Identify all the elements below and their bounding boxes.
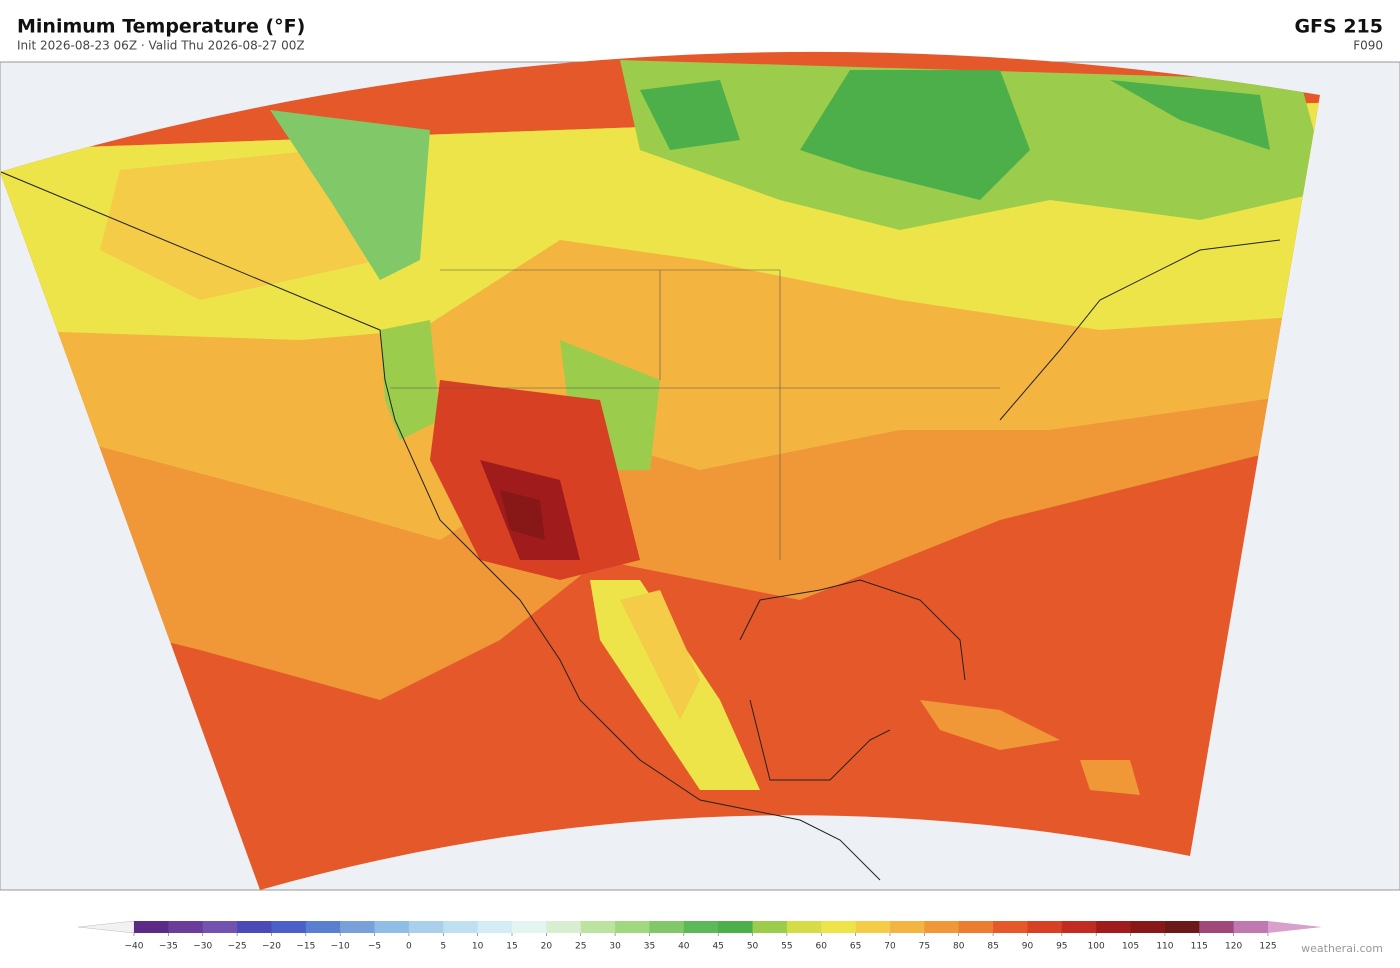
temperature-field — [0, 51, 1320, 891]
colorbar-segment — [408, 921, 444, 933]
colorbar-segment — [993, 921, 1028, 933]
colorbar-segment — [546, 921, 582, 933]
colorbar-segment — [340, 921, 376, 933]
tick-label: −15 — [296, 942, 315, 952]
tick-label: −5 — [368, 942, 381, 952]
colorbar-segment — [649, 921, 685, 933]
colorbar-segment — [890, 921, 925, 933]
colorbar-segment — [1096, 921, 1132, 933]
tick-label: 110 — [1156, 942, 1173, 952]
colorbar-segment — [168, 921, 204, 933]
tick-label: −20 — [262, 942, 281, 952]
colorbar-segment — [1233, 921, 1269, 933]
coastline — [0, 171, 1281, 881]
tick-label: −35 — [159, 942, 178, 952]
tick-label: 80 — [953, 942, 965, 952]
colorbar-segment — [374, 921, 410, 933]
colorbar-segment — [202, 921, 238, 933]
colorbar-segment — [718, 921, 754, 933]
tick-label: 100 — [1088, 942, 1105, 952]
tick-label: 15 — [506, 942, 517, 952]
tick-label: 10 — [472, 942, 484, 952]
colorbar-segment — [512, 921, 547, 933]
colorbar-segment — [477, 921, 513, 933]
tick-label: 0 — [406, 942, 412, 952]
colorbar-segment — [855, 921, 891, 933]
tick-label: 45 — [712, 942, 723, 952]
tick-label: 5 — [440, 942, 446, 952]
colorbar-segment — [305, 921, 341, 933]
tick-label: 125 — [1259, 942, 1276, 952]
tick-label: 120 — [1225, 942, 1242, 952]
tick-label: 105 — [1122, 942, 1139, 952]
colorbar-segment — [1199, 921, 1235, 933]
tick-label: −25 — [228, 942, 247, 952]
colorbar-over — [1268, 921, 1322, 933]
tick-label: 60 — [816, 942, 828, 952]
colorbar-under — [77, 920, 135, 934]
colorbar-segment — [1027, 921, 1063, 933]
colorbar-segment — [237, 921, 272, 933]
tick-label: 70 — [884, 942, 896, 952]
colorbar-segment — [924, 921, 960, 933]
tick-label: 90 — [1022, 942, 1034, 952]
colorbar-segment — [134, 921, 169, 933]
colorbar-segment — [821, 921, 857, 933]
tick-label: 30 — [609, 942, 621, 952]
colorbar-segment — [1164, 921, 1200, 933]
colorbar-segment — [1130, 921, 1166, 933]
colorbar-segment — [683, 921, 719, 933]
colorbar-segment — [958, 921, 994, 933]
tick-label: 115 — [1191, 942, 1208, 952]
tick-label: 50 — [747, 942, 759, 952]
colorbar-segment — [752, 921, 788, 933]
tick-label: −40 — [125, 942, 144, 952]
colorbar: −40 −35 −30 −25 −20 −15 −10 −5 0 5 10 15 20 25 30 35 40 4… — [77, 920, 1322, 952]
model-label: GFS 215 — [1294, 16, 1383, 38]
colorbar-segment — [443, 921, 479, 933]
tick-label: 75 — [919, 942, 930, 952]
tick-label: 65 — [850, 942, 861, 952]
tick-label: 55 — [781, 942, 792, 952]
tick-label: 25 — [575, 942, 586, 952]
tick-label: −30 — [193, 942, 212, 952]
colorbar-segment — [271, 921, 307, 933]
colorbar-segment — [580, 921, 616, 933]
watermark: weatherai.com — [1301, 942, 1383, 955]
borders — [390, 269, 1000, 560]
colorbar-segment — [1061, 921, 1097, 933]
tick-label: 20 — [541, 942, 553, 952]
tick-label: 35 — [644, 942, 655, 952]
tick-label: 85 — [987, 942, 998, 952]
forecast-hour: F090 — [1353, 39, 1383, 53]
colorbar-segment — [786, 921, 822, 933]
map — [0, 51, 1400, 891]
tick-label: −10 — [331, 942, 350, 952]
subtitle: Init 2026-08-23 06Z · Valid Thu 2026-08-… — [17, 39, 305, 53]
colorbar-segment — [615, 921, 650, 933]
title: Minimum Temperature (°F) — [17, 16, 305, 38]
tick-label: 40 — [678, 942, 690, 952]
tick-label: 95 — [1056, 942, 1067, 952]
